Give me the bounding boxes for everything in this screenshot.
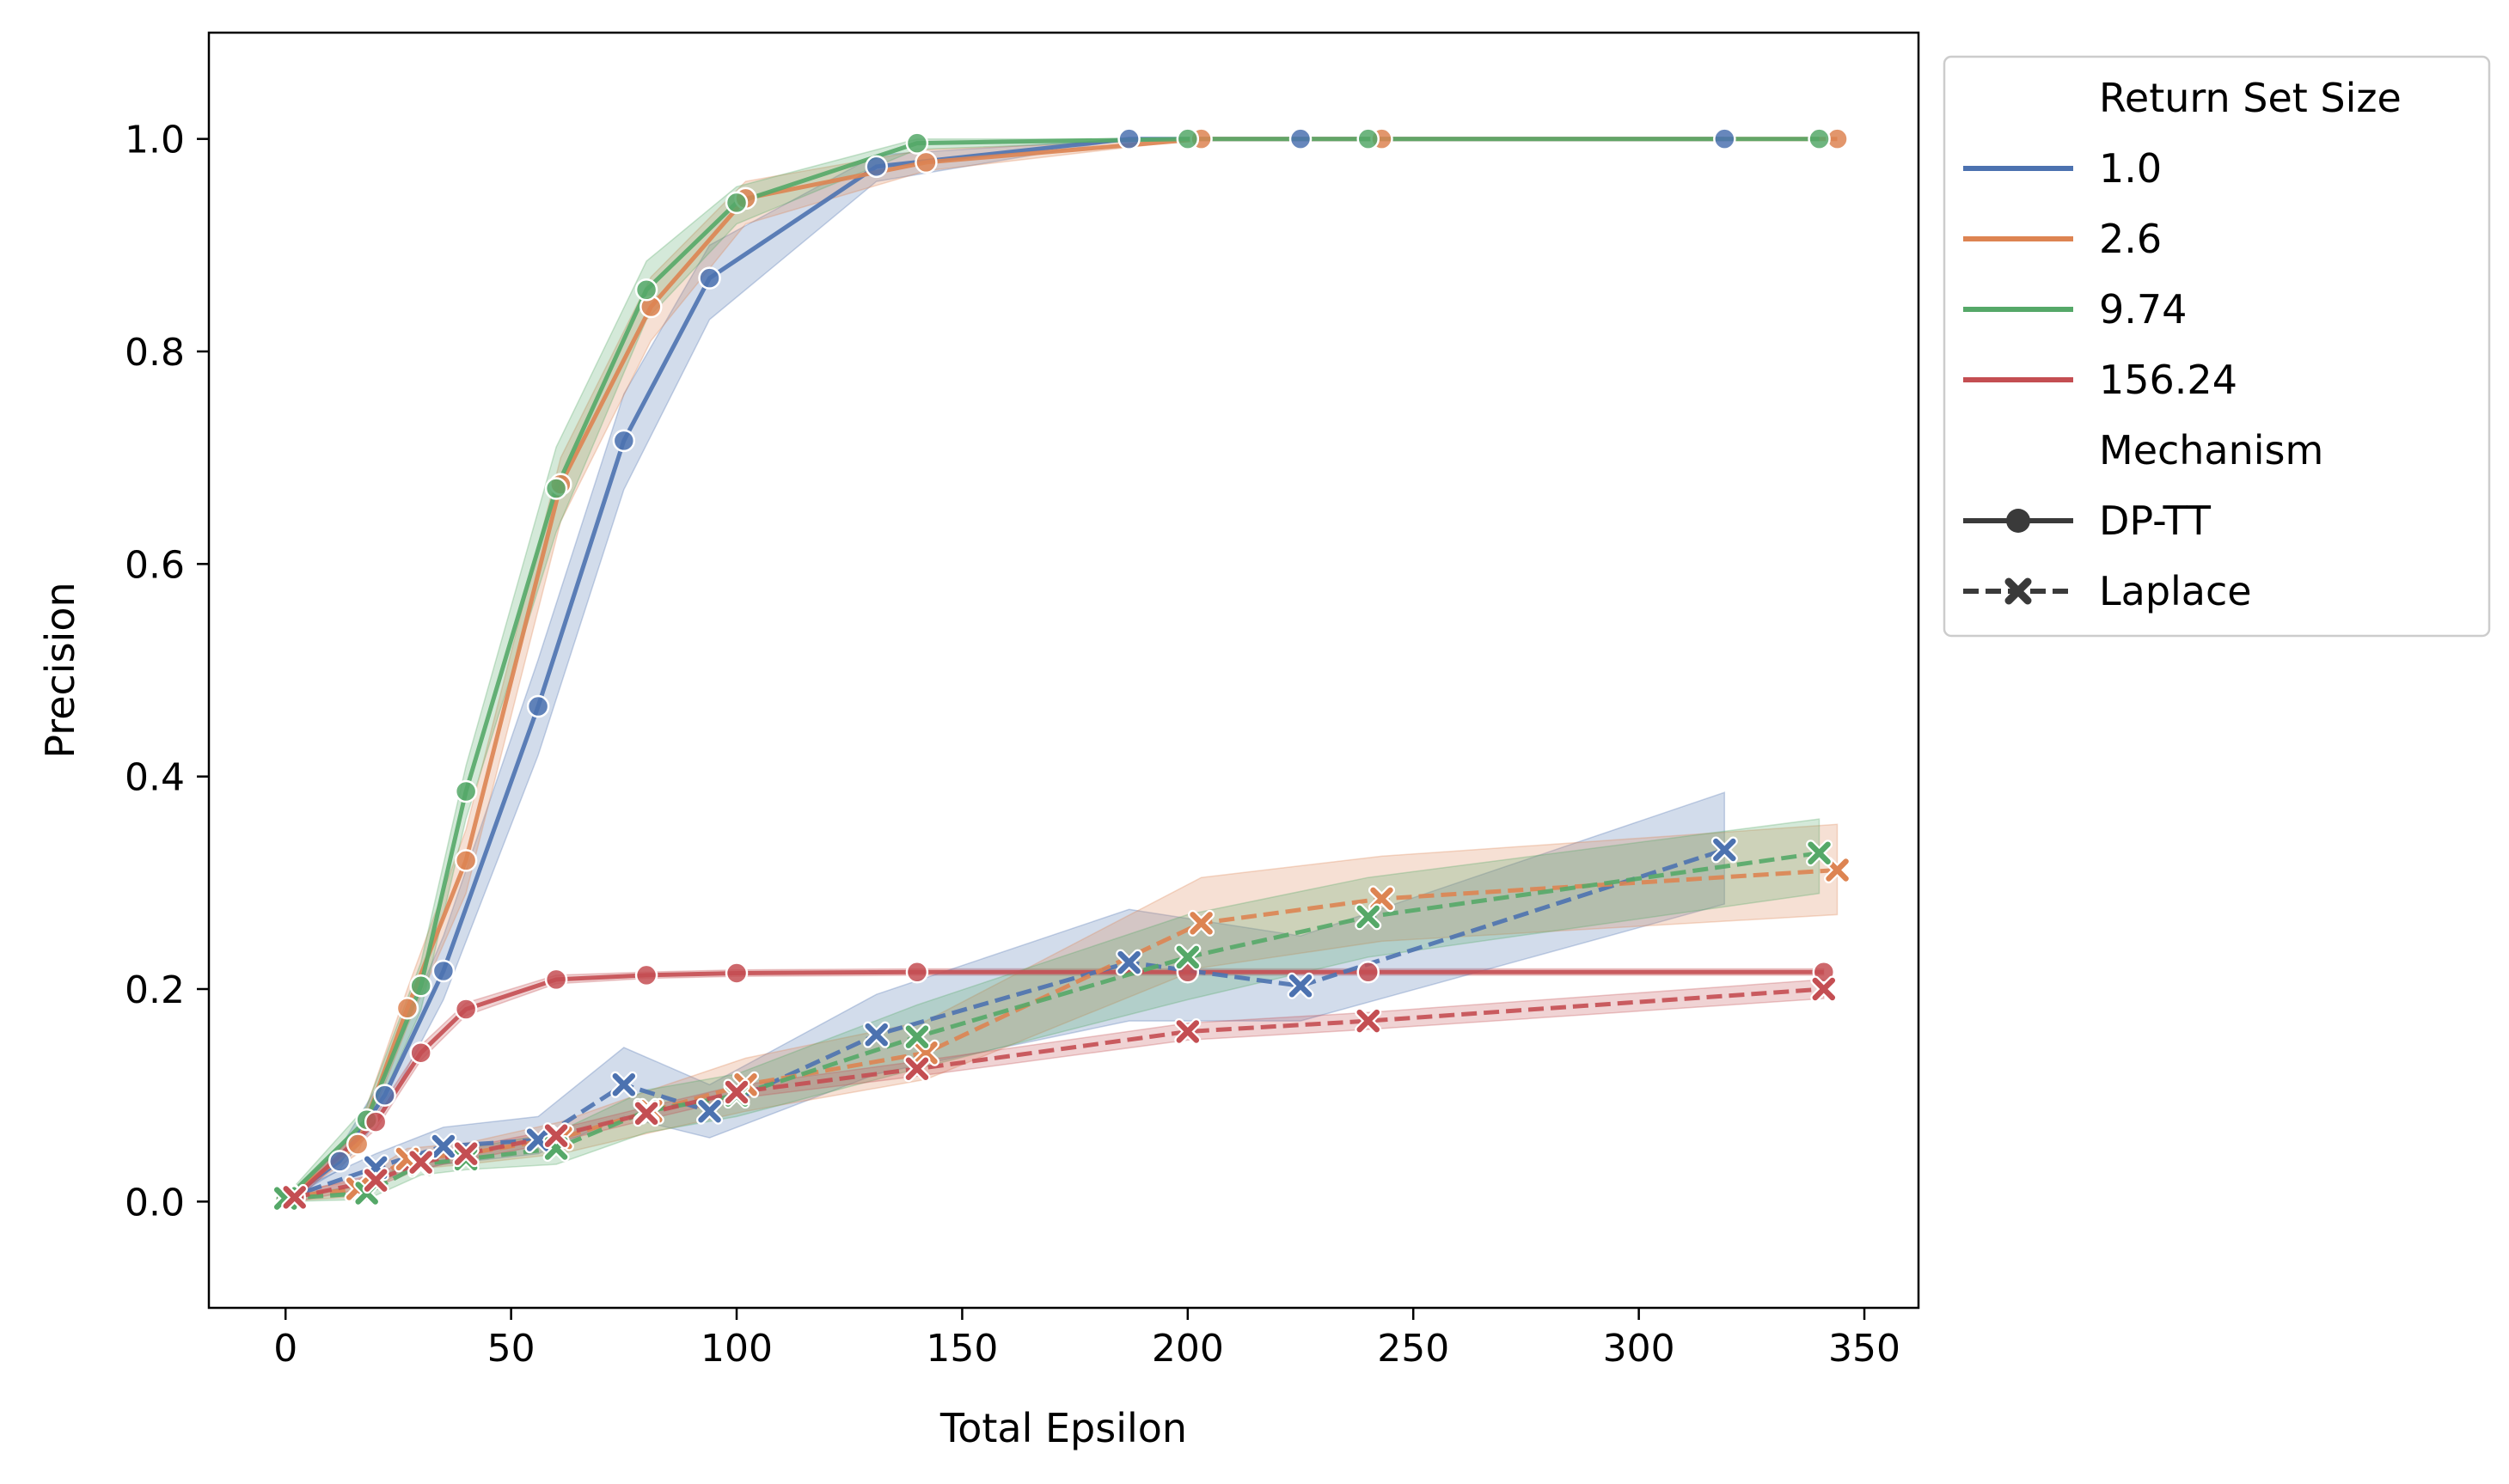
legend-marker bbox=[2006, 509, 2030, 533]
x-tick-label: 350 bbox=[1828, 1327, 1900, 1371]
data-point bbox=[1806, 840, 1833, 867]
data-point bbox=[1116, 949, 1143, 976]
legend-entry-size: 1.0 bbox=[1963, 145, 2162, 192]
data-point bbox=[633, 1100, 660, 1127]
x-tick-label: 300 bbox=[1603, 1327, 1675, 1371]
legend-label: 1.0 bbox=[2099, 145, 2162, 192]
data-point bbox=[409, 974, 432, 998]
x-tick-label: 200 bbox=[1152, 1327, 1224, 1371]
y-axis-label: Precision bbox=[37, 582, 83, 758]
data-point bbox=[634, 278, 658, 302]
data-point bbox=[1174, 944, 1202, 971]
data-point bbox=[1288, 127, 1313, 150]
y-tick-label: 0.8 bbox=[125, 331, 185, 375]
legend-marker bbox=[2004, 577, 2032, 605]
legend-entry-size: 9.74 bbox=[1963, 286, 2187, 333]
data-point bbox=[1812, 960, 1836, 984]
data-point bbox=[1356, 127, 1380, 150]
data-point bbox=[1174, 1017, 1202, 1045]
data-point bbox=[865, 155, 888, 179]
data-point bbox=[863, 1021, 890, 1048]
x-tick-label: 0 bbox=[273, 1327, 297, 1371]
data-point bbox=[725, 962, 749, 985]
data-point bbox=[1355, 903, 1382, 931]
legend-style-title: Mechanism bbox=[2099, 427, 2323, 473]
data-point bbox=[905, 960, 929, 984]
legend-box bbox=[1943, 55, 2491, 638]
line-laplace-9-74 bbox=[285, 851, 1820, 1201]
data-point bbox=[723, 1078, 750, 1106]
data-point bbox=[634, 963, 658, 987]
data-point bbox=[346, 1133, 370, 1156]
data-point bbox=[431, 959, 456, 983]
legend-label: Laplace bbox=[2099, 568, 2252, 614]
plot-frame bbox=[207, 31, 1920, 1310]
line-laplace-1-0 bbox=[285, 847, 1726, 1200]
series-markers bbox=[272, 127, 1851, 1212]
legend-entry-mechanism: Laplace bbox=[1963, 568, 2252, 614]
legend-label: 156.24 bbox=[2099, 357, 2237, 403]
y-tick-label: 0.0 bbox=[125, 1181, 185, 1224]
data-point bbox=[912, 1039, 939, 1066]
data-point bbox=[454, 779, 478, 803]
markers-laplace-156-24 bbox=[281, 975, 1838, 1211]
data-point bbox=[903, 1055, 931, 1083]
legend-label: DP-TT bbox=[2099, 498, 2212, 544]
data-point bbox=[281, 1183, 309, 1211]
legend-label: 2.6 bbox=[2099, 216, 2162, 262]
x-tick-label: 250 bbox=[1377, 1327, 1449, 1371]
data-point bbox=[373, 1084, 396, 1107]
legend-label: 9.74 bbox=[2099, 286, 2187, 333]
x-axis-ticks: 0 50 100 150 200 250 300 350 bbox=[273, 1308, 1900, 1371]
x-tick-label: 100 bbox=[701, 1327, 773, 1371]
legend-entries: 1.0 2.6 9.74 156.24 DP-TT Laplace bbox=[1963, 145, 2252, 614]
data-point bbox=[1176, 127, 1200, 150]
legend-hue-title: Return Set Size bbox=[2099, 75, 2402, 121]
data-point bbox=[395, 997, 419, 1020]
data-point bbox=[526, 694, 550, 718]
data-point bbox=[1710, 836, 1738, 864]
data-point bbox=[362, 1167, 389, 1194]
data-point bbox=[452, 1140, 480, 1168]
data-point bbox=[696, 1097, 724, 1125]
y-tick-label: 1.0 bbox=[125, 119, 185, 162]
data-point bbox=[915, 150, 938, 174]
data-point bbox=[1356, 960, 1380, 984]
data-point bbox=[407, 1149, 435, 1176]
y-axis-ticks: 0.0 0.2 0.4 0.6 0.8 1.0 bbox=[125, 119, 209, 1224]
data-point bbox=[544, 477, 568, 500]
data-point bbox=[903, 1023, 931, 1051]
data-point bbox=[364, 1110, 388, 1133]
x-tick-label: 150 bbox=[926, 1327, 998, 1371]
data-point bbox=[542, 1122, 570, 1150]
data-point bbox=[327, 1150, 352, 1173]
data-point bbox=[454, 998, 478, 1021]
data-point bbox=[1188, 909, 1215, 937]
data-point bbox=[1117, 127, 1141, 150]
data-point bbox=[430, 1133, 457, 1160]
data-point bbox=[698, 266, 721, 290]
y-tick-label: 0.4 bbox=[125, 756, 185, 800]
data-point bbox=[1810, 975, 1838, 1003]
legend: Return Set Size Mechanism 1.0 2.6 9.74 156.… bbox=[1943, 55, 2491, 638]
legend-entry-mechanism: DP-TT bbox=[1963, 498, 2212, 544]
y-tick-label: 0.2 bbox=[125, 968, 185, 1012]
data-point bbox=[1287, 972, 1314, 999]
x-axis-label: Total Epsilon bbox=[939, 1405, 1187, 1451]
data-point bbox=[905, 131, 929, 155]
data-point bbox=[1355, 1007, 1382, 1035]
data-point bbox=[1808, 127, 1831, 150]
data-point bbox=[610, 1071, 638, 1098]
data-point bbox=[544, 968, 568, 992]
data-point bbox=[612, 429, 636, 453]
legend-entry-size: 156.24 bbox=[1963, 357, 2237, 403]
x-tick-label: 50 bbox=[487, 1327, 535, 1371]
data-point bbox=[409, 1041, 432, 1065]
y-tick-label: 0.6 bbox=[125, 543, 185, 587]
data-point bbox=[725, 191, 749, 215]
legend-entry-size: 2.6 bbox=[1963, 216, 2162, 262]
data-point bbox=[454, 849, 478, 872]
data-point bbox=[1713, 127, 1736, 150]
